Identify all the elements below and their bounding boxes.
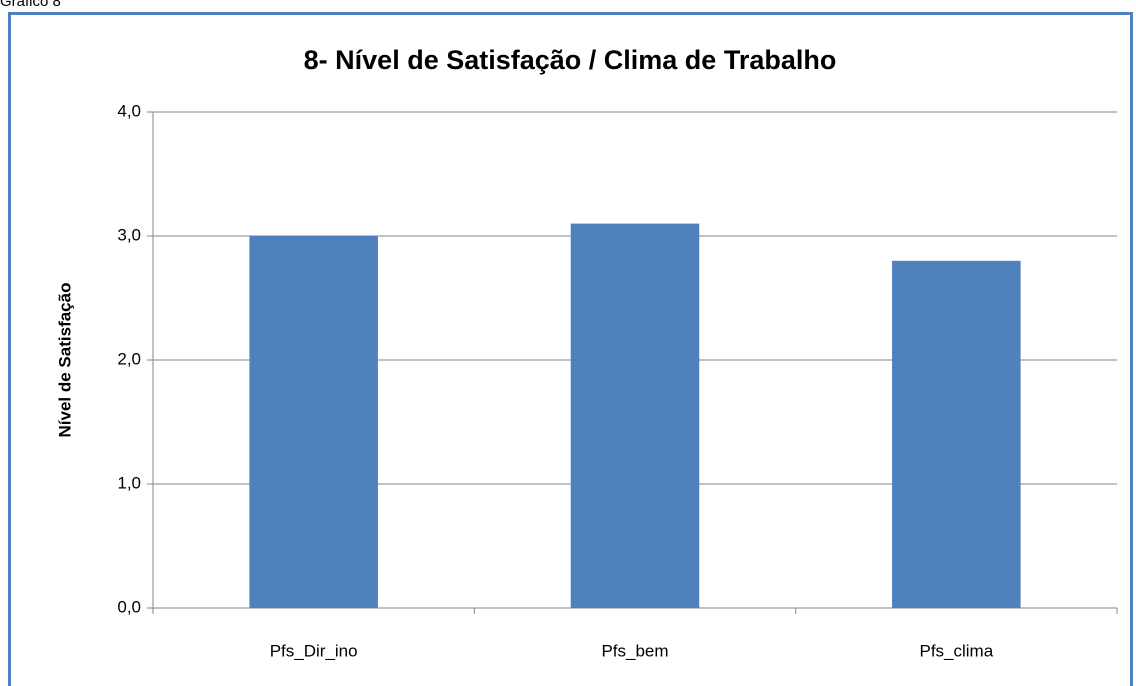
y-tick-label: 2,0 — [117, 349, 141, 368]
y-tick-label: 0,0 — [117, 597, 141, 616]
y-tick-label: 3,0 — [117, 225, 141, 244]
bar — [249, 236, 378, 608]
x-tick-label: Pfs_Dir_ino — [270, 641, 358, 660]
bar — [892, 260, 1021, 608]
x-tick-label: Pfs_bem — [601, 641, 668, 660]
bar — [570, 223, 700, 608]
y-tick-label: 1,0 — [117, 473, 141, 492]
x-tick-label: Pfs_clima — [919, 641, 993, 660]
caption: Gráfico 8 — [0, 0, 61, 10]
y-tick-label: 4,0 — [117, 101, 141, 120]
chart-title: 8- Nível de Satisfação / Clima de Trabal… — [304, 45, 837, 75]
y-axis-label: Nível de Satisfação — [55, 283, 74, 438]
